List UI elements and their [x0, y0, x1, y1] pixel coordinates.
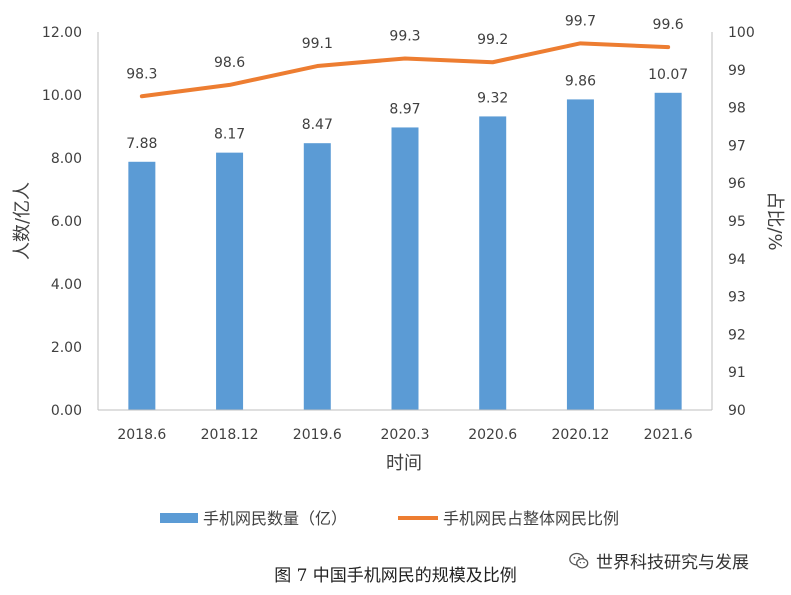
y2-tick-label: 93 — [728, 290, 746, 306]
watermark-text: 世界科技研究与发展 — [596, 553, 749, 573]
y2-tick-label: 99 — [728, 63, 746, 79]
line-data-label: 98.3 — [126, 66, 157, 82]
x-tick-label: 2020.12 — [551, 427, 609, 443]
data-labels: 7.88 8.17 8.47 8.97 9.32 9.86 10.07 98.3 98.6 99.… — [126, 13, 688, 151]
line-path — [139, 41, 671, 99]
y2-tick-label: 92 — [728, 327, 746, 343]
bar — [391, 127, 419, 410]
bar-data-label: 9.86 — [565, 73, 596, 89]
y-tick-label: 4.00 — [51, 277, 82, 293]
bar-data-label: 10.07 — [648, 67, 688, 83]
y2-tick-label: 100 — [728, 25, 755, 41]
legend-line-label: 手机网民占整体网民比例 — [443, 509, 619, 528]
watermark: 世界科技研究与发展 — [568, 548, 749, 573]
x-tick-label: 2020.3 — [381, 427, 430, 443]
bar-data-label: 7.88 — [126, 136, 157, 152]
y-tick-label: 0.00 — [51, 403, 82, 419]
wechat-icon — [569, 552, 589, 569]
bar — [654, 92, 682, 411]
bar-data-label: 8.17 — [214, 127, 245, 143]
bar — [216, 152, 244, 410]
x-axis-ticks: 2018.6 2018.12 2019.6 2020.3 2020.6 2020.12 20… — [117, 427, 692, 443]
x-tick-label: 2019.6 — [293, 427, 342, 443]
bar — [128, 161, 156, 410]
y-tick-label: 2.00 — [51, 340, 82, 356]
bar-data-label: 8.97 — [389, 101, 420, 117]
axes — [97, 32, 713, 411]
y2-axis-ticks: 90 91 92 93 94 95 96 97 98 99 100 — [728, 25, 755, 419]
y2-tick-label: 94 — [728, 252, 746, 268]
bar — [566, 99, 594, 410]
y2-axis-title: 占比/% — [764, 191, 785, 250]
y2-tick-label: 91 — [728, 365, 746, 381]
y2-tick-label: 97 — [728, 138, 746, 154]
line-data-label: 99.3 — [389, 28, 420, 44]
y2-tick-label: 98 — [728, 101, 746, 117]
legend-bar-swatch — [160, 513, 198, 523]
y2-tick-label: 95 — [728, 214, 746, 230]
legend-bar-label: 手机网民数量（亿） — [203, 509, 347, 528]
bar — [479, 116, 507, 411]
bar-series — [128, 92, 682, 411]
line-data-label: 99.7 — [565, 13, 596, 29]
line-data-label: 99.2 — [477, 32, 508, 48]
line-series — [139, 41, 671, 99]
x-axis-title: 时间 — [386, 453, 422, 474]
y-tick-label: 10.00 — [42, 88, 82, 104]
y-axis-title: 人数/亿人 — [12, 182, 33, 260]
y-tick-label: 12.00 — [42, 25, 82, 41]
y-tick-label: 6.00 — [51, 214, 82, 230]
x-tick-label: 2020.6 — [468, 427, 517, 443]
x-tick-label: 2021.6 — [644, 427, 693, 443]
line-data-label: 99.6 — [653, 17, 684, 33]
y2-tick-label: 90 — [728, 403, 746, 419]
y-axis-ticks: 0.00 2.00 4.00 6.00 8.00 10.00 12.00 — [42, 25, 82, 419]
bar — [303, 143, 331, 410]
figure-caption: 图 7 中国手机网民的规模及比例 — [274, 566, 517, 586]
bar-data-label: 8.47 — [302, 117, 333, 133]
x-tick-label: 2018.12 — [201, 427, 259, 443]
x-tick-label: 2018.6 — [117, 427, 166, 443]
line-data-label: 99.1 — [302, 36, 333, 52]
y-tick-label: 8.00 — [51, 151, 82, 167]
legend: 手机网民数量（亿） 手机网民占整体网民比例 — [160, 509, 619, 528]
y2-tick-label: 96 — [728, 176, 746, 192]
line-data-label: 98.6 — [214, 55, 245, 71]
bar-data-label: 9.32 — [477, 90, 508, 106]
